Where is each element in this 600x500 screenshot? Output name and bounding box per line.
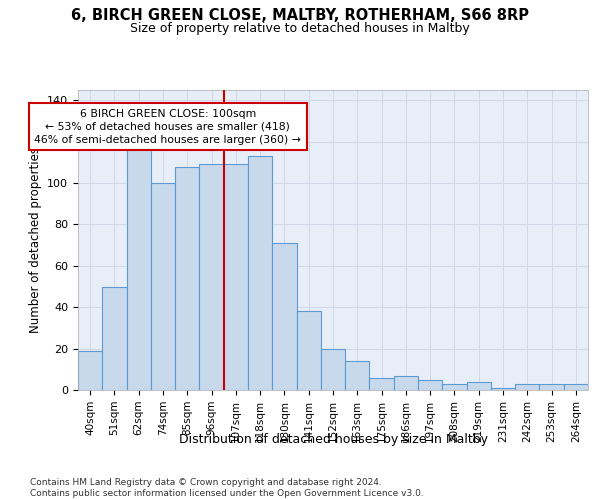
- Bar: [102, 286, 127, 390]
- Text: Distribution of detached houses by size in Maltby: Distribution of detached houses by size …: [179, 432, 488, 446]
- Bar: [418, 380, 442, 390]
- Text: Size of property relative to detached houses in Maltby: Size of property relative to detached ho…: [130, 22, 470, 35]
- Y-axis label: Number of detached properties: Number of detached properties: [29, 147, 41, 333]
- Bar: [199, 164, 224, 390]
- Bar: [78, 350, 102, 390]
- Bar: [321, 348, 345, 390]
- Bar: [467, 382, 491, 390]
- Bar: [442, 384, 467, 390]
- Bar: [272, 243, 296, 390]
- Bar: [248, 156, 272, 390]
- Bar: [224, 164, 248, 390]
- Text: Contains HM Land Registry data © Crown copyright and database right 2024.
Contai: Contains HM Land Registry data © Crown c…: [30, 478, 424, 498]
- Bar: [515, 384, 539, 390]
- Bar: [345, 361, 370, 390]
- Text: 6, BIRCH GREEN CLOSE, MALTBY, ROTHERHAM, S66 8RP: 6, BIRCH GREEN CLOSE, MALTBY, ROTHERHAM,…: [71, 8, 529, 22]
- Bar: [539, 384, 564, 390]
- Bar: [175, 166, 199, 390]
- Bar: [394, 376, 418, 390]
- Bar: [491, 388, 515, 390]
- Bar: [564, 384, 588, 390]
- Bar: [296, 312, 321, 390]
- Bar: [151, 183, 175, 390]
- Text: 6 BIRCH GREEN CLOSE: 100sqm
← 53% of detached houses are smaller (418)
46% of se: 6 BIRCH GREEN CLOSE: 100sqm ← 53% of det…: [34, 108, 301, 145]
- Bar: [127, 144, 151, 390]
- Bar: [370, 378, 394, 390]
